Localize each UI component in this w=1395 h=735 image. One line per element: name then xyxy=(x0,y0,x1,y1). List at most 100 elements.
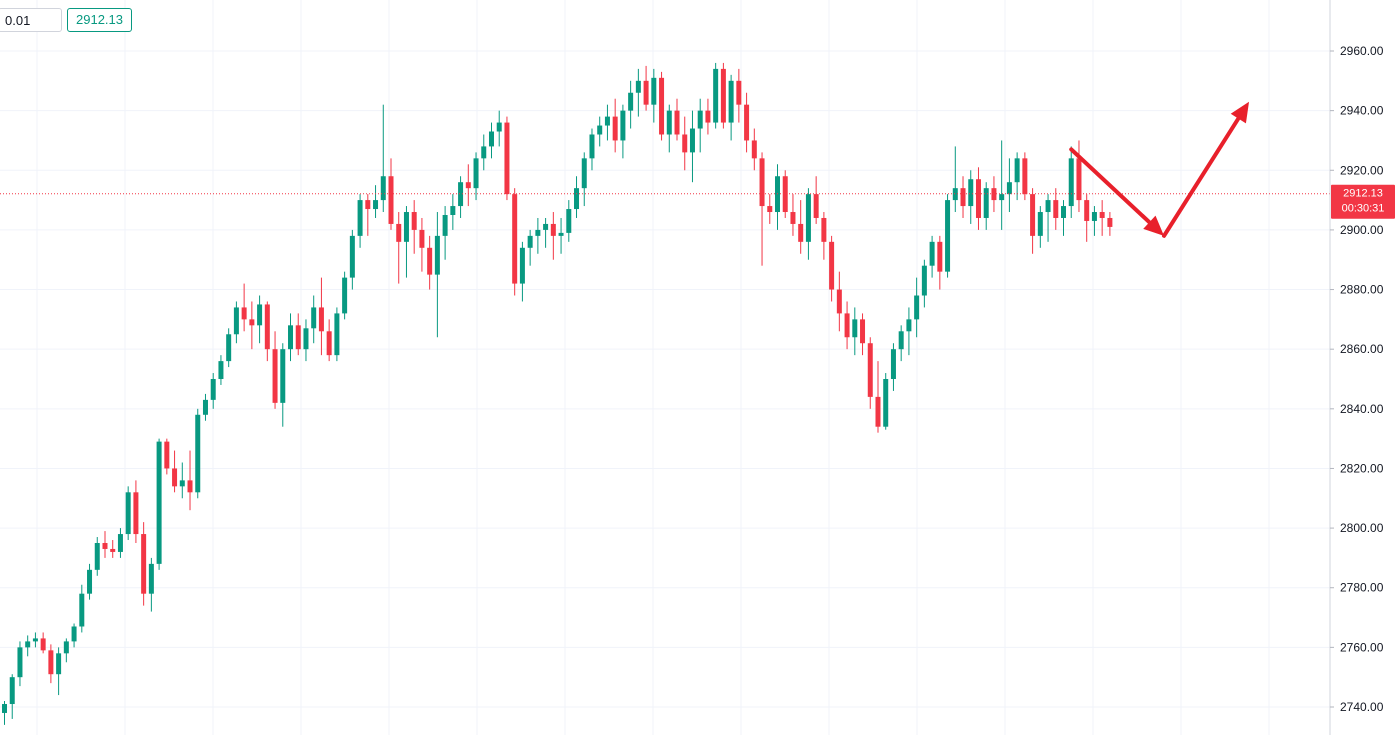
y-tick-label: 2740.00 xyxy=(1340,700,1384,714)
candle-body xyxy=(349,235,355,278)
candle-body xyxy=(380,176,386,201)
candle xyxy=(519,241,525,302)
candle xyxy=(898,325,904,362)
candle xyxy=(1006,158,1012,213)
candle xyxy=(620,104,626,159)
candle xyxy=(403,206,409,278)
y-tick-label: 2900.00 xyxy=(1340,223,1384,237)
candle xyxy=(1107,212,1113,236)
candle xyxy=(720,62,726,129)
candle-body xyxy=(25,641,31,648)
candle-body xyxy=(179,480,185,487)
candle-body xyxy=(945,200,951,272)
candle xyxy=(303,319,309,362)
candle-body xyxy=(295,325,301,350)
candle-body xyxy=(264,304,270,350)
trend-arrow[interactable] xyxy=(1162,101,1250,238)
candle-body xyxy=(496,122,502,132)
candle xyxy=(767,194,773,224)
candle xyxy=(782,170,788,218)
candle-body xyxy=(875,396,881,427)
candle xyxy=(419,217,425,272)
current-price-label: 2912.13 xyxy=(1343,188,1383,200)
candle xyxy=(651,68,657,123)
candle-body xyxy=(1076,158,1082,201)
candle-body xyxy=(79,593,85,627)
candle-body xyxy=(504,122,510,195)
candle xyxy=(172,450,178,493)
candle xyxy=(442,206,448,260)
candle-body xyxy=(465,182,471,189)
candle-body xyxy=(195,414,201,493)
candle-body xyxy=(790,212,796,224)
candle xyxy=(713,62,719,129)
candle xyxy=(697,98,703,153)
arrow-shaft xyxy=(1162,116,1241,238)
candle-body xyxy=(960,188,966,207)
price-button[interactable]: 2912.13 xyxy=(67,8,132,32)
candle xyxy=(117,528,123,558)
candle-body xyxy=(427,247,433,275)
candle xyxy=(195,408,201,499)
candle-body xyxy=(396,223,402,242)
candle-body xyxy=(303,328,309,350)
candle xyxy=(705,98,711,135)
candle-body xyxy=(326,331,332,356)
candle xyxy=(249,301,255,350)
candle xyxy=(968,170,974,224)
candle-body xyxy=(334,313,340,356)
trend-arrow[interactable] xyxy=(1069,147,1164,236)
candle-body xyxy=(705,110,711,123)
candle xyxy=(133,480,139,543)
candle-body xyxy=(635,80,641,93)
candle-body xyxy=(117,534,123,552)
candle xyxy=(682,116,688,171)
candle xyxy=(280,343,286,427)
candle-body xyxy=(597,125,603,135)
candle-body xyxy=(202,399,208,415)
candle-body xyxy=(558,232,564,236)
candle xyxy=(1068,146,1074,218)
candle-body xyxy=(272,349,278,403)
candle xyxy=(326,319,332,362)
candle xyxy=(929,235,935,278)
candle xyxy=(450,194,456,230)
candle-body xyxy=(388,176,394,224)
candle xyxy=(318,277,324,356)
candle xyxy=(311,295,317,344)
candle-body xyxy=(280,349,286,403)
candle-body xyxy=(643,80,649,105)
quantity-input[interactable]: 0.01 xyxy=(0,8,62,32)
candle xyxy=(952,146,958,213)
candle-body xyxy=(836,289,842,314)
candle-body xyxy=(759,158,765,207)
candle-body xyxy=(829,241,835,290)
candle-body xyxy=(210,379,216,400)
candle-body xyxy=(999,194,1005,201)
candle xyxy=(465,164,471,207)
candle xyxy=(1099,200,1105,236)
candle-body xyxy=(488,131,494,147)
candle-body xyxy=(689,128,695,153)
candlestick-series xyxy=(2,62,1113,725)
drawing-arrows[interactable] xyxy=(1069,101,1250,238)
candle-body xyxy=(898,331,904,350)
candle xyxy=(226,328,232,368)
grid-layer xyxy=(0,0,1330,735)
candle xyxy=(527,229,533,266)
candle-body xyxy=(929,241,935,266)
candle xyxy=(875,361,881,433)
candle xyxy=(233,301,239,344)
candle xyxy=(999,140,1005,230)
candle-body xyxy=(110,548,116,552)
candle-body xyxy=(852,319,858,338)
candle xyxy=(342,271,348,320)
candle xyxy=(805,188,811,260)
candle xyxy=(844,301,850,350)
candle-body xyxy=(94,543,100,570)
price-axis-background[interactable] xyxy=(1330,0,1395,735)
candle-body xyxy=(798,223,804,242)
candle xyxy=(241,283,247,332)
y-tick-label: 2920.00 xyxy=(1340,163,1384,177)
